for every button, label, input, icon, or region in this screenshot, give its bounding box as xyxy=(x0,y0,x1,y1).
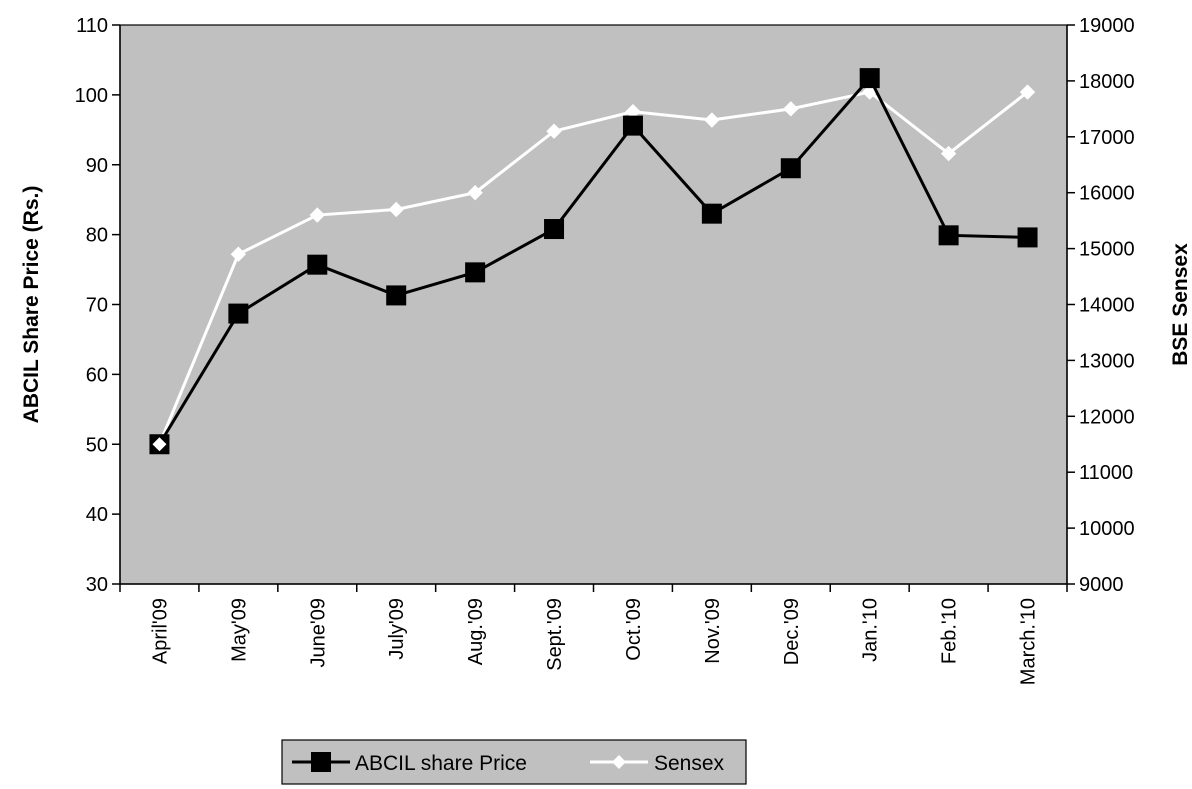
plot-area xyxy=(119,24,1068,585)
abcil-point xyxy=(544,219,565,240)
legend-marker-sensex xyxy=(612,755,626,769)
right-tick-label: 18000 xyxy=(1079,71,1135,93)
abcil-line xyxy=(158,75,1028,446)
abcil-point xyxy=(465,262,486,283)
legend-label-sensex: Sensex xyxy=(654,752,725,775)
sensex-point xyxy=(467,184,483,201)
sensex-point xyxy=(388,201,404,218)
x-tick-label: May'09 xyxy=(228,598,250,662)
left-tick-label: 30 xyxy=(86,574,108,596)
x-tick-label: Sept.'09 xyxy=(544,598,566,671)
right-tick-label: 16000 xyxy=(1079,183,1135,205)
left-tick-label: 40 xyxy=(86,504,108,526)
left-tick-label: 100 xyxy=(75,85,108,107)
sensex-point xyxy=(152,437,167,452)
x-tick-label: Oct.'09 xyxy=(623,598,645,661)
legend: ABCIL share Price Sensex xyxy=(281,739,747,785)
legend-label-abcil: ABCIL share Price xyxy=(355,752,527,775)
legend-marker-abcil xyxy=(311,752,331,772)
sensex-point xyxy=(230,246,247,262)
right-tick-label: 15000 xyxy=(1079,239,1135,261)
x-tick-label: Dec.'09 xyxy=(781,598,803,665)
right-tick-label: 10000 xyxy=(1079,518,1135,540)
sensex-point xyxy=(1019,84,1036,100)
series-layer xyxy=(149,68,1038,455)
x-tick-label: Aug.'09 xyxy=(465,598,487,665)
right-tick-label: 12000 xyxy=(1079,406,1135,428)
right-axis-title: BSE Sensex xyxy=(1169,243,1192,366)
abcil-point xyxy=(780,158,801,179)
left-tick-label: 50 xyxy=(86,434,108,456)
left-y-axis: 30 40 50 60 70 80 90 100 110 xyxy=(75,15,121,596)
abcil-point xyxy=(307,254,328,275)
x-tick-label: Nov.'09 xyxy=(702,598,724,664)
left-tick-label: 90 xyxy=(86,155,108,177)
sensex-point xyxy=(546,123,562,139)
x-tick-label: March.'10 xyxy=(1018,598,1040,685)
x-tick-label: Jan.'10 xyxy=(860,598,882,662)
x-tick-label: April'09 xyxy=(149,598,171,664)
left-tick-label: 110 xyxy=(76,15,108,37)
abcil-point xyxy=(622,115,643,136)
right-tick-label: 11000 xyxy=(1079,462,1133,484)
abcil-point xyxy=(1017,227,1038,248)
left-tick-label: 70 xyxy=(86,295,108,317)
abcil-point xyxy=(386,285,407,306)
right-tick-label: 19000 xyxy=(1079,15,1135,37)
sensex-point xyxy=(309,207,325,223)
sensex-point xyxy=(940,145,957,162)
sensex-point xyxy=(783,101,799,117)
left-axis-title: ABCIL Share Price (Rs.) xyxy=(20,186,43,424)
legend-box xyxy=(281,739,747,785)
abcil-point xyxy=(701,203,722,224)
abcil-point xyxy=(859,68,880,89)
x-tick-label: July'09 xyxy=(386,598,408,660)
right-tick-label: 14000 xyxy=(1079,295,1135,317)
right-y-axis: 9000 10000 11000 12000 13000 14000 15000 16000 1… xyxy=(1066,15,1135,596)
x-tick-label: June'09 xyxy=(307,598,329,667)
right-tick-label: 9000 xyxy=(1079,574,1124,596)
left-tick-label: 60 xyxy=(86,364,108,386)
abcil-point xyxy=(938,225,959,246)
x-axis: April'09 May'09 June'09 July'09 Aug.'09 Sept.… xyxy=(119,583,1068,685)
right-tick-label: 17000 xyxy=(1079,127,1135,149)
right-tick-label: 13000 xyxy=(1079,350,1135,372)
abcil-point xyxy=(228,303,249,324)
left-tick-label: 80 xyxy=(86,225,108,247)
sensex-point xyxy=(704,112,720,128)
x-tick-label: Feb.'10 xyxy=(939,598,961,664)
